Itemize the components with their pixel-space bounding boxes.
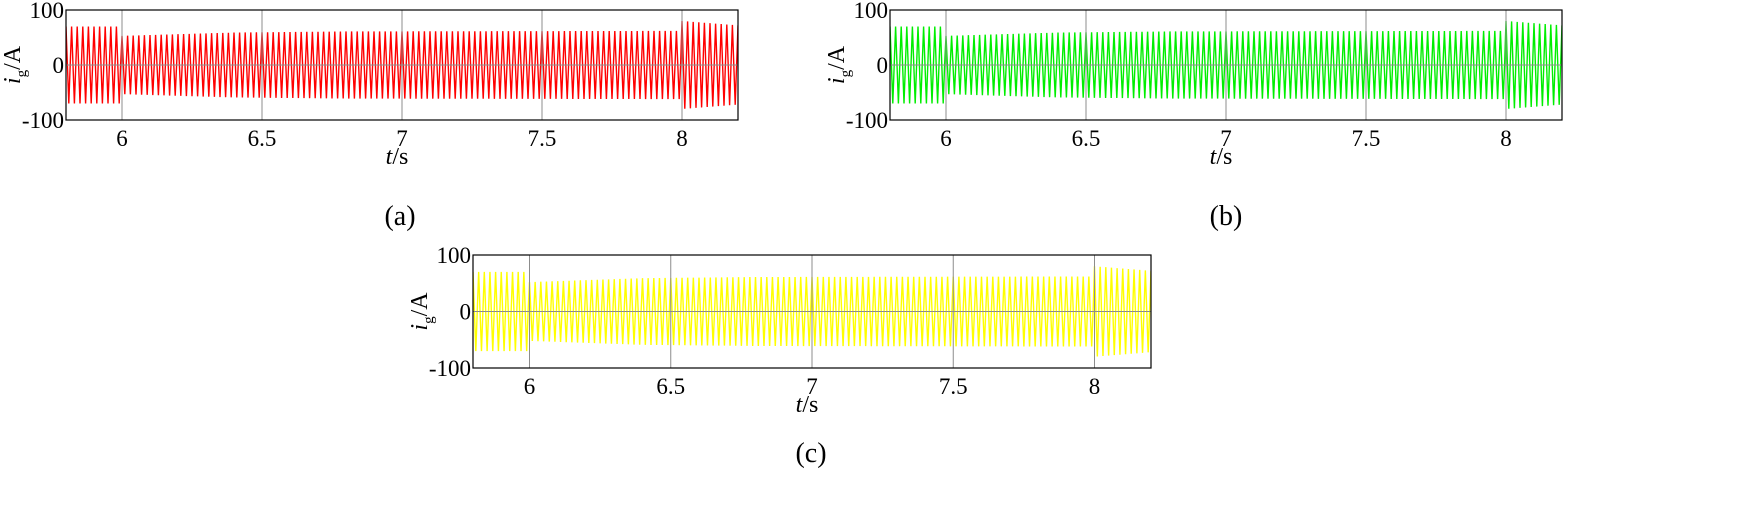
chart-panel-2: 6 6.5 7 7.5 8 100 0 -100 t/s ig/A (b) (824, 0, 1563, 232)
y-axis-label: ig/A (0, 45, 30, 84)
y-tick-label: 0 (877, 53, 889, 78)
y-tick-label: -100 (846, 108, 888, 133)
x-tick-label: 7.5 (1352, 126, 1381, 151)
x-axis-label: t/s (796, 392, 819, 418)
y-axis-label: ig/A (407, 292, 437, 331)
panel-label: (c) (795, 438, 826, 469)
panel-label: (a) (384, 201, 415, 232)
x-tick-label: 7.5 (528, 126, 557, 151)
x-axis-label: t/s (386, 144, 409, 170)
x-tick-label: 8 (676, 126, 688, 151)
x-tick-label: 6.5 (248, 126, 277, 151)
x-tick-label: 6 (116, 126, 128, 151)
x-tick-label: 6 (524, 374, 536, 399)
chart-panel-3: 6 6.5 7 7.5 8 100 0 -100 t/s ig/A (c) (407, 243, 1152, 469)
x-tick-label: 6.5 (656, 374, 685, 399)
chart-panel-1: 6 6.5 7 7.5 8 100 0 -100 t/s ig/A (a) (0, 0, 739, 232)
x-tick-label: 6 (940, 126, 952, 151)
x-tick-label: 6.5 (1072, 126, 1101, 151)
x-tick-label: 7.5 (939, 374, 968, 399)
plot-frame (65, 9, 739, 121)
y-tick-label: 0 (460, 300, 472, 325)
x-axis-label: t/s (1210, 144, 1233, 170)
y-axis-label: ig/A (824, 45, 854, 84)
x-tick-label: 7 (806, 374, 818, 399)
x-tick-label: 7 (396, 126, 408, 151)
y-tick-label: 0 (53, 53, 65, 78)
plot-frame (472, 254, 1152, 369)
y-tick-label: -100 (429, 356, 471, 381)
y-tick-label: -100 (22, 108, 64, 133)
y-tick-label: 100 (437, 243, 472, 268)
x-tick-label: 7 (1220, 126, 1232, 151)
plot-frame (889, 9, 1563, 121)
y-tick-label: 100 (30, 0, 65, 23)
x-tick-label: 8 (1089, 374, 1101, 399)
panel-label: (b) (1210, 201, 1243, 232)
x-tick-label: 8 (1500, 126, 1512, 151)
y-tick-label: 100 (854, 0, 889, 23)
